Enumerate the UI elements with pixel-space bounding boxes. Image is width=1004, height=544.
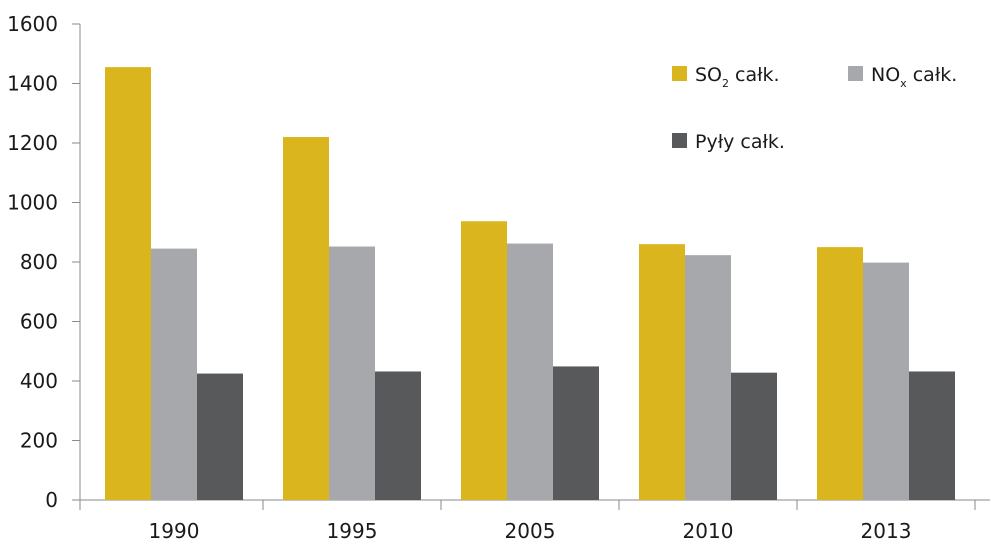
bar-pyly-1990 [197,373,243,500]
y-tick-label: 1600 [7,12,58,36]
legend-label-suffix: całk. [729,64,780,86]
y-tick-label: 0 [45,488,58,512]
bar-nox-1990 [151,248,197,500]
bar-so2-2013 [817,247,863,500]
y-tick-label: 800 [20,250,58,274]
y-tick-label: 1400 [7,72,58,96]
legend-label-suffix: całk. [907,64,958,86]
legend-label: NOx całk. [871,64,957,90]
y-ticks: 0 200 400 600 800 1000 1200 1400 1600 [7,12,80,512]
bar-pyly-2010 [731,372,777,500]
x-tick-label: 2013 [861,519,912,543]
legend-label-main: SO [695,64,722,86]
bars [105,67,955,501]
x-tick-label: 2010 [683,519,734,543]
y-tick-label: 1000 [7,191,58,215]
y-tick-label: 400 [20,369,58,393]
bar-pyly-2005 [553,366,599,500]
x-tick-label: 2005 [505,519,556,543]
bar-nox-1995 [329,246,375,500]
legend-label-subscript: 2 [722,77,729,90]
legend-label: SO2 całk. [695,64,780,90]
bar-so2-1995 [283,137,329,501]
bar-pyly-1995 [375,371,421,500]
legend-label: Pyły całk. [695,131,785,153]
bar-nox-2005 [507,243,553,500]
bar-nox-2013 [863,262,909,500]
x-ticks: 1990 1995 2005 2010 2013 [79,500,976,543]
legend-label-subscript: x [900,77,907,90]
legend-swatch [672,66,687,81]
y-tick-label: 200 [20,429,58,453]
bar-so2-2005 [461,221,507,500]
x-tick-label: 1990 [149,519,200,543]
bar-pyly-2013 [909,371,955,500]
bar-nox-2010 [685,255,731,500]
legend-label-main: NO [871,64,900,86]
legend-swatch [672,133,687,148]
x-tick-label: 1995 [327,519,378,543]
bar-so2-1990 [105,67,151,500]
legend-label-main: Pyły całk. [695,131,785,153]
bar-so2-2010 [639,244,685,500]
y-tick-label: 600 [20,310,58,334]
legend: SO2 całk. NOx całk.Pyły całk. [672,64,957,153]
legend-swatch [848,66,863,81]
y-tick-label: 1200 [7,131,58,155]
